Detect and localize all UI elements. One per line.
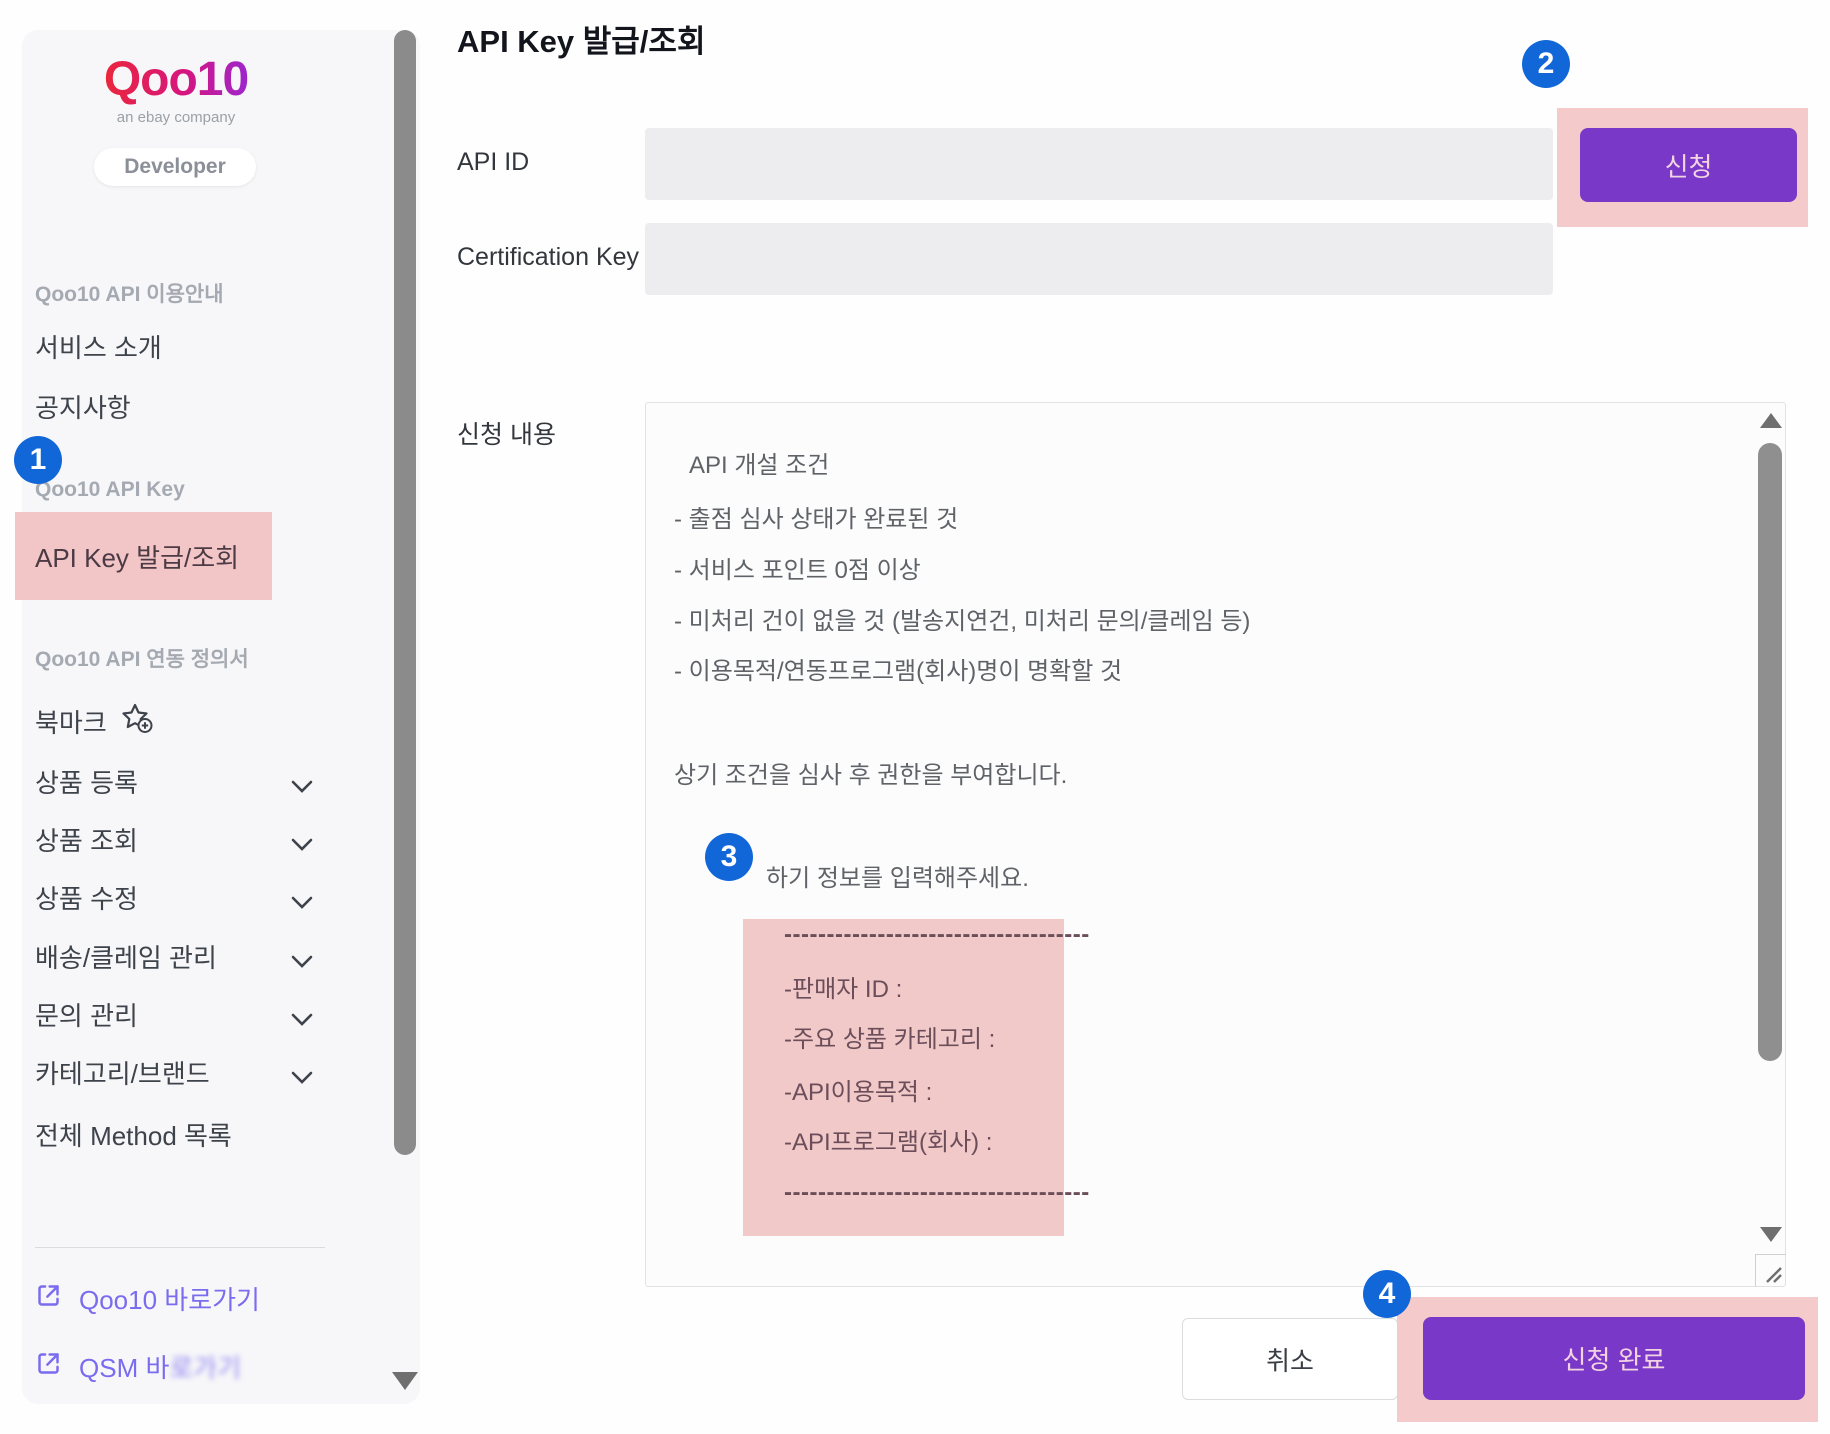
form-template-divider: ------------------------------------ [784, 1179, 1090, 1206]
application-content-label: 신청 내용 [457, 421, 556, 449]
textarea-scroll-down-arrow-icon[interactable] [1760, 1227, 1782, 1242]
api-id-label: API ID [457, 148, 530, 176]
sidebar-item-label: 문의 관리 [35, 1001, 138, 1031]
sidebar-item-service-intro[interactable]: 서비스 소개 [35, 328, 375, 365]
step-4-badge: 4 [1363, 1270, 1411, 1318]
step-3-badge: 3 [705, 833, 753, 881]
sidebar-item-shipping-claims[interactable]: 배송/클레임 관리 [35, 938, 375, 975]
form-template-seller-id: -판매자 ID : [784, 976, 903, 1003]
qoo10-brand-text: Qoo10 [88, 53, 264, 107]
chevron-down-icon [291, 1060, 313, 1091]
sidebar-link-qoo10[interactable]: Qoo10 바로가기 [35, 1280, 260, 1317]
sidebar-item-label: 공지사항 [35, 393, 131, 423]
sidebar-scrollbar-thumb[interactable] [394, 30, 416, 1155]
sidebar-item-label: 배송/클레임 관리 [35, 943, 217, 973]
application-content-textarea[interactable]: API 개설 조건 - 출점 심사 상태가 완료된 것 - 서비스 포인트 0점… [645, 402, 1786, 1287]
external-link-icon [35, 1350, 62, 1384]
textarea-resize-handle[interactable] [1755, 1254, 1786, 1287]
qoo10-logo[interactable]: Qoo10 an ebay company [88, 53, 264, 126]
page-title: API Key 발급/조회 [457, 24, 706, 59]
chevron-down-icon [291, 827, 313, 858]
sidebar-item-product-search[interactable]: 상품 조회 [35, 821, 375, 858]
textarea-scrollbar-thumb[interactable] [1758, 443, 1782, 1061]
sidebar-section-api-spec: Qoo10 API 연동 정의서 [35, 648, 249, 671]
sidebar-item-product-modify[interactable]: 상품 수정 [35, 879, 375, 916]
cancel-button[interactable]: 취소 [1182, 1318, 1398, 1400]
certification-key-input[interactable] [645, 223, 1553, 295]
textarea-prompt-line: 하기 정보를 입력해주세요. [766, 865, 1029, 892]
form-template-category: -주요 상품 카테고리 : [784, 1026, 996, 1053]
sidebar-divider [35, 1247, 325, 1248]
form-template-divider: ------------------------------------ [784, 921, 1090, 948]
sidebar-item-label: 서비스 소개 [35, 333, 162, 363]
sidebar-item-label: 카테고리/브랜드 [35, 1059, 210, 1089]
sidebar-item-api-key-issue-highlighted[interactable]: API Key 발급/조회 [15, 512, 272, 600]
textarea-line: - 출점 심사 상태가 완료된 것 [674, 506, 959, 533]
sidebar-item-label: 전체 Method 목록 [35, 1121, 232, 1151]
sidebar-link-label: Qoo10 바로가기 [79, 1285, 260, 1315]
textarea-line: - 미처리 건이 없을 것 (발송지연건, 미처리 문의/클레임 등) [674, 608, 1251, 635]
highlight-form-template: ------------------------------------ -판매… [743, 919, 1089, 1236]
sidebar-item-all-methods[interactable]: 전체 Method 목록 [35, 1116, 375, 1153]
sidebar-section-api-key: Qoo10 API Key [35, 478, 185, 501]
sidebar-item-label: API Key 발급/조회 [35, 542, 240, 573]
sidebar-item-product-register[interactable]: 상품 등록 [35, 763, 375, 800]
step-1-badge: 1 [14, 436, 62, 484]
ebay-tagline: an ebay company [116, 108, 236, 126]
textarea-scroll-up-arrow-icon[interactable] [1760, 413, 1782, 428]
chevron-down-icon [291, 769, 313, 800]
sidebar-scroll-down-arrow-icon[interactable] [392, 1372, 418, 1390]
sidebar-link-label: QSM 바로가기 [79, 1353, 242, 1383]
developer-badge: Developer [94, 148, 256, 186]
bookmark-star-plus-icon [121, 703, 155, 742]
sidebar-item-notice[interactable]: 공지사항 [35, 388, 375, 425]
form-template-program: -API프로그램(회사) : [784, 1129, 993, 1156]
chevron-down-icon [291, 1002, 313, 1033]
sidebar-link-qsm[interactable]: QSM 바로가기 [35, 1348, 241, 1385]
sidebar-item-label: 상품 조회 [35, 826, 138, 856]
submit-button[interactable]: 신청 완료 [1423, 1317, 1805, 1400]
textarea-line: - 이용목적/연동프로그램(회사)명이 명확할 것 [674, 658, 1123, 685]
external-link-icon [35, 1282, 62, 1316]
sidebar-item-label: 북마크 [35, 708, 107, 738]
chevron-down-icon [291, 944, 313, 975]
certification-key-label: Certification Key [457, 243, 640, 271]
sidebar-item-inquiry[interactable]: 문의 관리 [35, 996, 375, 1033]
sidebar-section-api-guide: Qoo10 API 이용안내 [35, 283, 224, 306]
api-id-input[interactable] [645, 128, 1553, 200]
sidebar-item-category-brand[interactable]: 카테고리/브랜드 [35, 1054, 375, 1091]
chevron-down-icon [291, 885, 313, 916]
apply-button[interactable]: 신청 [1580, 128, 1797, 202]
sidebar-item-label: 상품 등록 [35, 768, 138, 798]
textarea-line: API 개설 조건 [689, 452, 830, 479]
sidebar-item-label: 상품 수정 [35, 884, 138, 914]
textarea-line: - 서비스 포인트 0점 이상 [674, 557, 921, 584]
sidebar-item-bookmark[interactable]: 북마크 [35, 701, 375, 742]
step-2-badge: 2 [1522, 40, 1570, 88]
sidebar: Qoo10 an ebay company Developer Qoo10 AP… [15, 30, 420, 1404]
textarea-line: 상기 조건을 심사 후 권한을 부여합니다. [674, 762, 1068, 789]
form-template-purpose: -API이용목적 : [784, 1079, 933, 1106]
